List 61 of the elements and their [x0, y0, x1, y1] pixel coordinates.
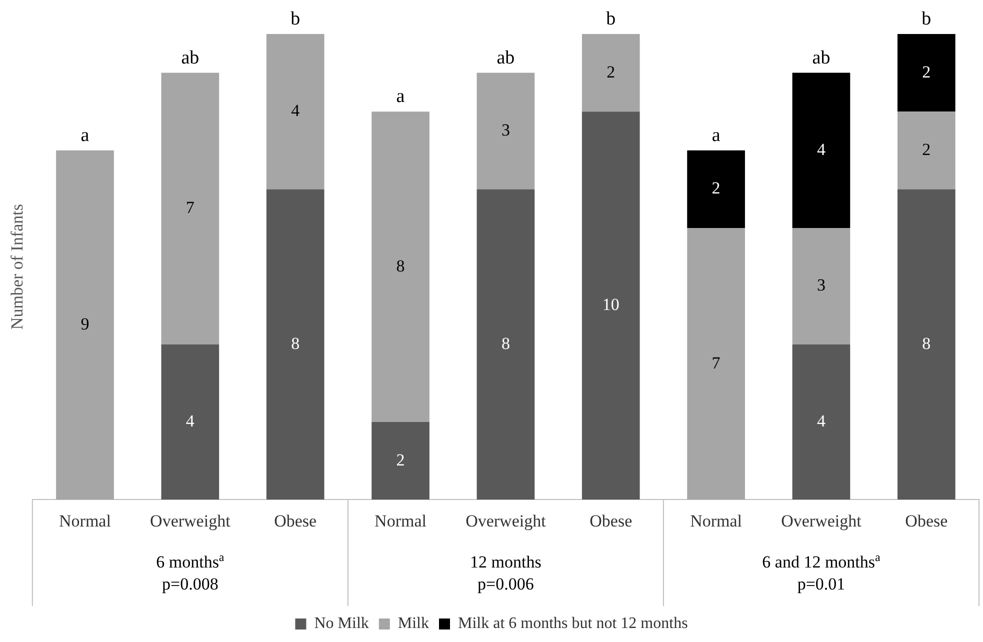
- x-tick-label: Normal: [690, 511, 742, 530]
- bar: [582, 112, 640, 500]
- bar: [372, 422, 430, 500]
- data-label: 2: [922, 62, 931, 82]
- data-label: 4: [816, 411, 826, 430]
- legend-label: Milk at 6 months but not 12 months: [458, 615, 688, 632]
- text: b: [606, 8, 616, 30]
- x-tick-label: Obese: [905, 511, 948, 530]
- bar: [161, 72, 220, 344]
- bar: [161, 344, 220, 500]
- x-tick-label: Obese: [590, 511, 632, 530]
- data-label: 8: [922, 334, 931, 353]
- data-label: 8: [396, 256, 405, 276]
- data-label: 3: [501, 120, 510, 140]
- bar: [582, 34, 640, 112]
- data-label: 2: [396, 450, 405, 470]
- bar: [897, 34, 956, 112]
- legend-label: No Milk: [314, 615, 369, 632]
- bar: [476, 189, 535, 500]
- data-label: 7: [186, 198, 195, 218]
- x-tick-label: Overweight: [150, 511, 231, 530]
- x-tick-label: Normal: [374, 511, 427, 530]
- annotation: ab: [181, 47, 200, 68]
- bar: [792, 72, 850, 228]
- bar: [372, 112, 430, 422]
- bar: [792, 228, 850, 344]
- data-label: 10: [602, 295, 620, 314]
- data-label: 2: [606, 62, 616, 82]
- data-label: 2: [712, 178, 720, 198]
- data-label: 9: [80, 314, 90, 334]
- annotation: a: [396, 86, 406, 108]
- x-tick-label: Obese: [274, 511, 317, 530]
- annotation: a: [712, 124, 721, 146]
- x-tick-label: Overweight: [466, 511, 546, 530]
- bar: [687, 228, 745, 500]
- data-label: 2: [922, 140, 931, 159]
- text: 12 months p=0.006: [470, 552, 542, 594]
- x-tick-label: Normal: [59, 511, 112, 530]
- bar: [56, 150, 114, 500]
- bar: [687, 150, 745, 228]
- y-axis-title: Number of Infants: [8, 204, 27, 330]
- data-label: 3: [816, 276, 826, 295]
- x-tick-label: Overweight: [781, 511, 862, 530]
- data-label: 4: [816, 140, 826, 159]
- data-label: 7: [712, 353, 721, 372]
- bar: [266, 189, 324, 500]
- data-label: 8: [291, 334, 300, 353]
- data-label: 4: [186, 411, 195, 430]
- data-label: 4: [291, 101, 300, 120]
- bar: [266, 34, 324, 190]
- bar: [897, 189, 956, 500]
- legend-label: Milk: [398, 615, 430, 632]
- annotation: ab: [812, 47, 830, 68]
- bar: [897, 112, 956, 190]
- text: b: [290, 8, 300, 30]
- bar: [792, 344, 850, 500]
- annotation: ab: [496, 47, 515, 68]
- text: b: [922, 8, 932, 30]
- annotation: a: [80, 124, 90, 146]
- bar: [476, 72, 535, 190]
- data-label: 8: [501, 334, 510, 353]
